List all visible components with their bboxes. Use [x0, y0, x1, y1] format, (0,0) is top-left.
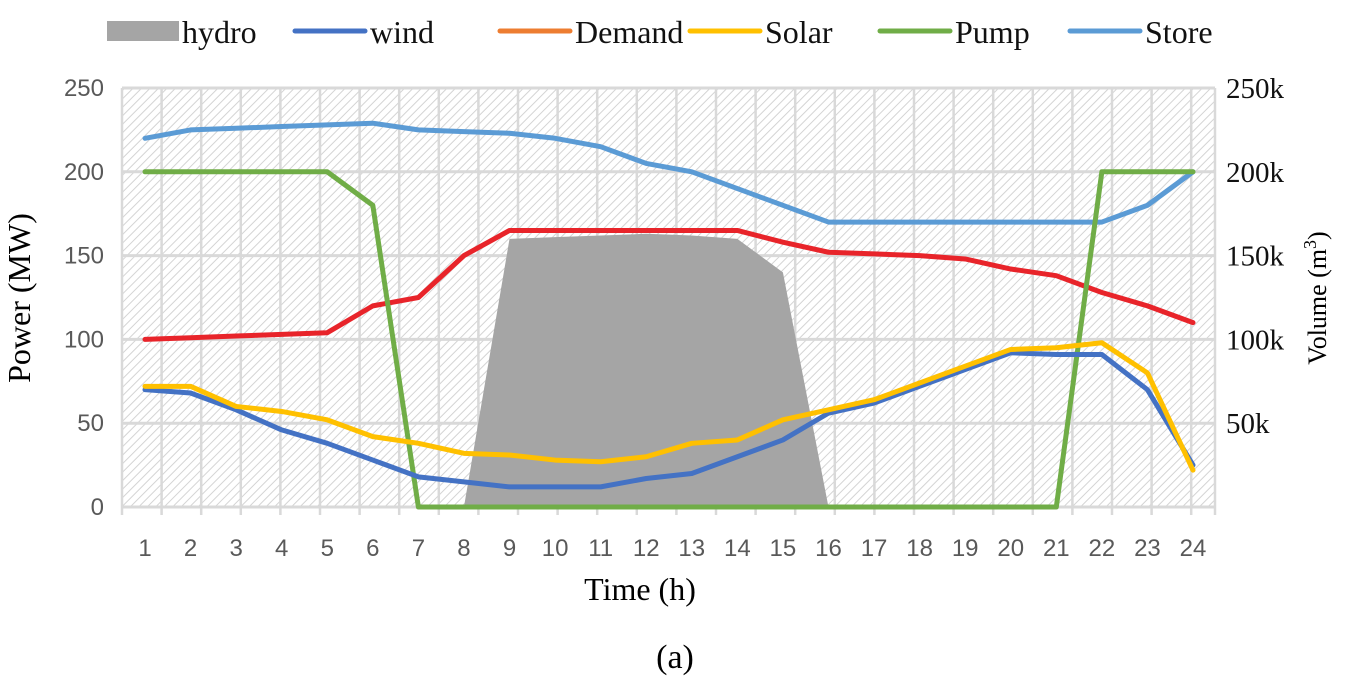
x-tick-label: 20: [997, 535, 1024, 562]
x-tick-label: 14: [724, 535, 751, 562]
y2-tick-label: 250k: [1226, 73, 1285, 105]
x-tick-label: 11: [588, 535, 613, 562]
y2-tick-label: 100k: [1226, 324, 1285, 356]
store-line: [142, 120, 1196, 225]
legend: hydro wind Demand Solar Pump Store: [107, 14, 1213, 50]
x-tick-label: 23: [1134, 535, 1161, 562]
y2-tick-label: 50k: [1226, 408, 1270, 440]
x-tick-label: 3: [229, 535, 242, 562]
legend-label-wind: wind: [370, 14, 434, 50]
legend-swatch-hydro: [107, 21, 179, 41]
legend-label-pump: Pump: [955, 14, 1030, 50]
x-tick-label: 12: [633, 535, 660, 562]
x-tick-label: 22: [1089, 535, 1116, 562]
x-tick-label: 24: [1180, 535, 1207, 562]
y2-tick-label: 150k: [1226, 241, 1285, 273]
series-marks: [142, 120, 1196, 510]
legend-label-demand: Demand: [575, 14, 683, 50]
x-axis-label: Time (h): [584, 571, 696, 607]
x-tick-label: 10: [542, 535, 569, 562]
unnamed-line: [142, 227, 1196, 342]
x-tick-label: 5: [321, 535, 334, 562]
x-tick-label: 4: [275, 535, 288, 562]
x-tick-label: 18: [906, 535, 933, 562]
y-tick-label: 50: [77, 410, 104, 437]
x-tick-label: 21: [1043, 535, 1070, 562]
tick-labels: 1 2 3 4 5 6 7 8 9 10 11 12 13 14 15 16 17 18 19 20 21 22 23 240…: [64, 73, 1285, 562]
solar-line: [142, 340, 1196, 473]
y2-axis-label: Volume (m3): [1300, 231, 1332, 364]
y-tick-label: 100: [64, 326, 104, 353]
legend-label-store: Store: [1145, 14, 1213, 50]
x-tick-label: 9: [503, 535, 516, 562]
pump-line: [142, 169, 1196, 510]
x-tick-label: 15: [770, 535, 797, 562]
y-tick-label: 250: [64, 75, 104, 102]
x-tick-label: 13: [678, 535, 705, 562]
x-tick-label: 16: [815, 535, 842, 562]
x-tick-label: 2: [184, 535, 197, 562]
wind-line: [142, 350, 1196, 490]
x-tick-label: 1: [138, 535, 151, 562]
y-tick-label: 200: [64, 159, 104, 186]
x-tick-label: 17: [861, 535, 888, 562]
y-axis-label: Power (MW): [1, 213, 37, 383]
legend-label-hydro: hydro: [182, 14, 257, 50]
x-tick-label: 6: [366, 535, 379, 562]
x-tick-label: 8: [457, 535, 470, 562]
hydro-area: [145, 233, 1193, 507]
caption: (a): [656, 639, 694, 676]
x-tick-label: 19: [952, 535, 979, 562]
y-tick-label: 150: [64, 243, 104, 270]
legend-label-solar: Solar: [765, 14, 833, 50]
x-tick-label: 7: [412, 535, 425, 562]
y-tick-label: 0: [91, 494, 104, 521]
y2-tick-label: 200k: [1226, 157, 1285, 189]
